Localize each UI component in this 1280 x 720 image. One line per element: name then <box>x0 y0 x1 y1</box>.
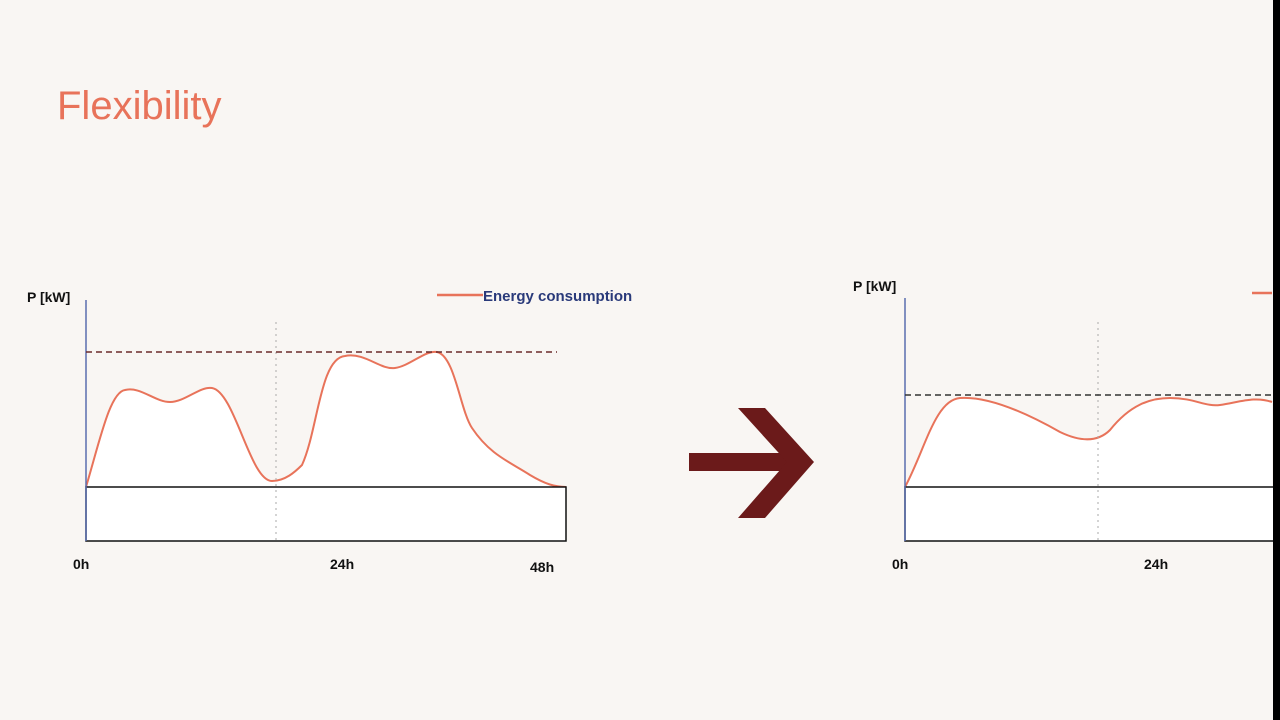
arrow-head <box>738 408 814 518</box>
screen-edge <box>1273 0 1280 720</box>
x-label: 24h <box>1144 556 1168 572</box>
consumption-curve <box>85 350 567 488</box>
slide-title: Flexibility <box>57 84 221 128</box>
x-label: 0h <box>73 556 89 572</box>
curve-fill <box>905 397 1272 487</box>
x-label: 0h <box>892 556 908 572</box>
left-chart: P [kW] Energy consumption 0h 24h 48h <box>27 288 632 575</box>
legend-label: Energy consumption <box>483 288 632 305</box>
base-box <box>85 486 567 542</box>
right-chart: P [kW] 0h 24h <box>853 278 1280 572</box>
x-label: 48h <box>530 559 554 575</box>
y-label: P [kW] <box>853 278 896 294</box>
base-box <box>904 486 1280 542</box>
y-label: P [kW] <box>27 289 70 305</box>
arrow-shaft <box>689 453 794 471</box>
arrow <box>689 408 814 518</box>
consumption-curve <box>904 396 1273 488</box>
x-label: 24h <box>330 556 354 572</box>
curve-fill <box>86 351 566 487</box>
